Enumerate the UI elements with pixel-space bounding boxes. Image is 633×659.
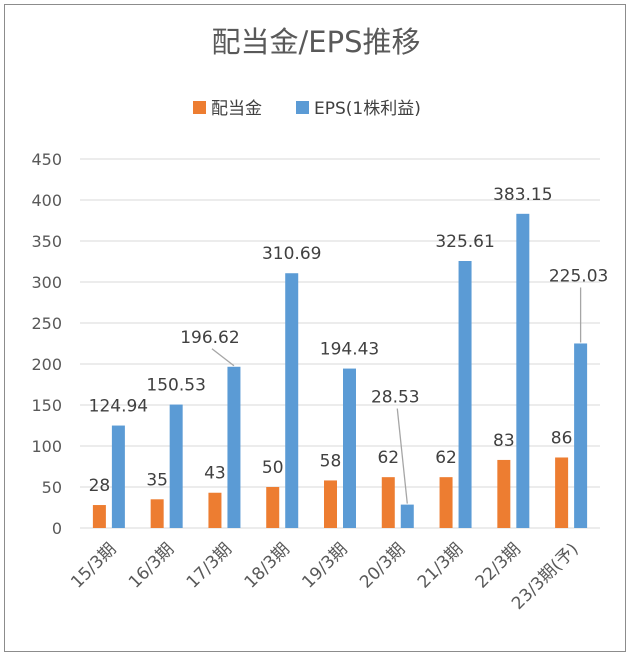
- bar-dividend: [439, 477, 453, 528]
- y-tick-label: 100: [31, 437, 62, 456]
- data-label-eps: 194.43: [320, 340, 379, 360]
- y-tick-label: 50: [42, 478, 62, 497]
- x-tick-label: 19/3期: [298, 539, 351, 592]
- data-label-eps: 325.61: [435, 232, 494, 252]
- leader-line: [396, 408, 408, 504]
- data-labels: 28 124.94 35 150.53 43 196.62 50 310.69 58 194.43…: [89, 185, 609, 496]
- data-label-dividend: 28: [89, 476, 111, 496]
- bar-eps: [516, 213, 530, 528]
- data-label-dividend: 43: [204, 464, 226, 484]
- y-tick-label: 250: [31, 314, 62, 333]
- x-tick-label: 21/3期: [414, 539, 467, 592]
- y-tick-label: 200: [31, 355, 62, 374]
- x-tick-label: 16/3期: [125, 539, 178, 592]
- y-tick-label: 0: [52, 519, 62, 538]
- legend-swatch-dividend: [193, 101, 206, 114]
- data-label-eps: 225.03: [549, 266, 608, 286]
- data-label-eps: 150.53: [146, 376, 205, 396]
- data-label-eps: 124.94: [89, 397, 148, 417]
- y-tick-label: 350: [31, 232, 62, 251]
- data-label-dividend: 83: [493, 431, 515, 451]
- x-tick-label: 17/3期: [183, 539, 236, 592]
- bar-dividend: [92, 505, 106, 528]
- bar-eps: [343, 368, 356, 528]
- y-tick-label: 150: [31, 396, 62, 415]
- bar-eps: [285, 273, 299, 528]
- bar-dividend: [381, 477, 395, 528]
- data-label-eps: 28.53: [371, 388, 420, 408]
- bar-dividend: [208, 492, 222, 528]
- gridlines: [80, 158, 600, 529]
- data-label-dividend: 86: [551, 428, 573, 448]
- chart-title: 配当金/EPS推移: [212, 25, 421, 59]
- x-axis-ticks: 15/3期 16/3期 17/3期 18/3期 19/3期 20/3期 21/3期 22/3期…: [67, 539, 582, 614]
- bar-eps: [574, 343, 588, 528]
- data-label-dividend: 58: [320, 451, 342, 471]
- bar-eps: [458, 260, 472, 528]
- y-tick-label: 450: [31, 150, 62, 169]
- bar-eps: [400, 504, 414, 528]
- bars: [92, 213, 588, 528]
- bar-dividend: [497, 459, 511, 528]
- data-label-dividend: 62: [435, 448, 457, 468]
- y-axis-ticks: 0 50 100 150 200 250 300 350 400 450: [31, 150, 62, 538]
- legend-swatch-eps: [296, 101, 309, 114]
- x-tick-label: 22/3期: [472, 539, 525, 592]
- bar-dividend: [150, 499, 164, 528]
- data-label-eps: 383.15: [493, 185, 552, 205]
- data-label-dividend: 62: [377, 448, 399, 468]
- bar-eps: [111, 425, 125, 528]
- leader-lines: [211, 287, 582, 504]
- data-label-dividend: 35: [146, 470, 168, 490]
- data-label-eps: 310.69: [262, 244, 321, 264]
- x-tick-label: 20/3期: [356, 539, 409, 592]
- y-tick-label: 300: [31, 273, 62, 292]
- data-label-eps: 196.62: [180, 328, 239, 348]
- y-tick-label: 400: [31, 191, 62, 210]
- x-tick-label: 15/3期: [67, 539, 120, 592]
- bar-dividend: [555, 457, 569, 528]
- bar-eps: [169, 404, 183, 528]
- bar-eps: [227, 366, 241, 528]
- legend-label-dividend: 配当金: [211, 99, 262, 119]
- bar-dividend: [324, 480, 337, 528]
- data-label-dividend: 50: [262, 458, 284, 478]
- legend: 配当金 EPS(1株利益): [193, 99, 421, 119]
- legend-label-eps: EPS(1株利益): [314, 99, 421, 119]
- bar-dividend: [266, 487, 280, 528]
- leader-line: [211, 348, 235, 367]
- x-tick-label: 18/3期: [241, 539, 294, 592]
